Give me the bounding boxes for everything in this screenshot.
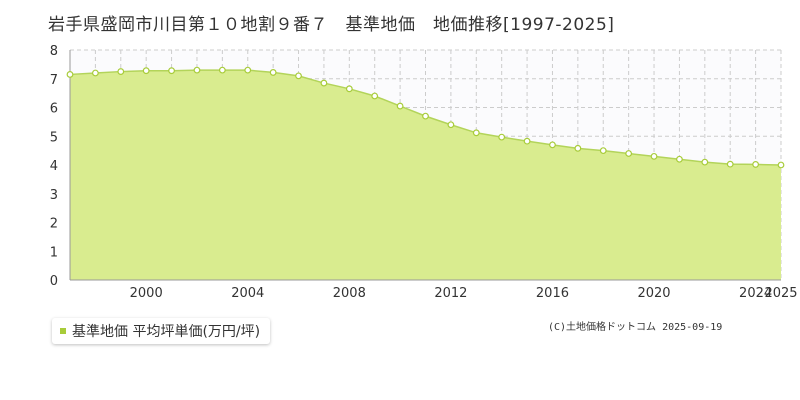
y-tick-label: 0	[50, 274, 58, 289]
data-point	[523, 137, 531, 145]
data-point	[218, 66, 226, 74]
data-point	[193, 66, 201, 74]
data-point	[396, 102, 404, 110]
data-point	[752, 161, 760, 168]
x-tick-label: 2025	[764, 286, 797, 301]
y-tick-label: 1	[50, 245, 58, 260]
data-point	[625, 150, 633, 157]
x-tick-label: 2020	[637, 286, 670, 301]
data-point	[574, 144, 582, 152]
data-point	[701, 158, 709, 166]
legend-swatch	[60, 328, 66, 334]
data-point	[345, 85, 353, 93]
y-tick-label: 3	[50, 188, 58, 203]
y-tick-label: 8	[50, 44, 58, 59]
series-area	[70, 70, 781, 280]
x-tick-label: 2004	[231, 286, 264, 301]
data-point	[422, 112, 429, 120]
y-tick-label: 6	[50, 102, 58, 117]
x-tick-label: 2012	[434, 286, 467, 301]
data-point	[777, 161, 785, 169]
data-point	[269, 69, 277, 76]
data-point	[676, 155, 683, 163]
data-point	[66, 71, 74, 78]
y-tick-label: 2	[50, 217, 58, 232]
y-tick-label: 5	[50, 130, 58, 145]
chart-title: 岩手県盛岡市川目第１０地割９番７ 基準地価 地価推移[1997-2025]	[48, 15, 615, 35]
legend: 基準地価 平均坪単価(万円/坪)	[52, 318, 271, 344]
x-tick-label: 2024	[739, 286, 772, 301]
x-tick-label: 2000	[130, 286, 163, 301]
x-tick-label: 2008	[333, 286, 366, 301]
data-point	[549, 141, 556, 149]
data-point	[320, 79, 328, 87]
data-point	[117, 68, 125, 75]
data-point	[650, 152, 658, 160]
y-tick-label: 4	[50, 159, 58, 174]
data-point	[142, 67, 150, 75]
data-point	[447, 121, 455, 129]
data-point	[599, 147, 607, 155]
data-point	[295, 72, 302, 80]
x-tick-label: 2016	[536, 286, 569, 301]
y-tick-label: 7	[50, 73, 58, 88]
data-point	[498, 133, 506, 141]
data-point	[91, 69, 99, 77]
data-point	[371, 92, 379, 100]
legend-label: 基準地価 平均坪単価(万円/坪)	[72, 324, 261, 340]
credit-text: (C)土地価格ドットコム 2025-09-19	[548, 322, 723, 333]
data-point	[726, 160, 734, 168]
data-point	[168, 67, 175, 75]
data-point	[244, 66, 252, 74]
data-point	[472, 129, 480, 137]
